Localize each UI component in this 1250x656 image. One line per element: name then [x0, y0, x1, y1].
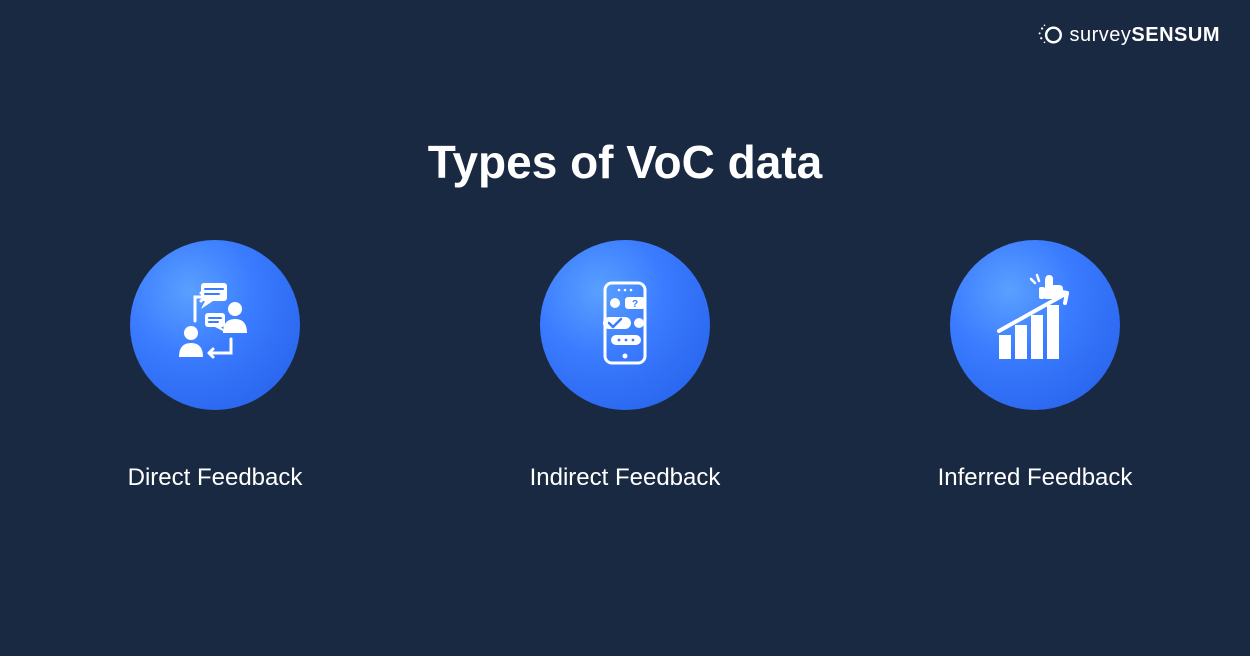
brand-name-light: survey [1070, 24, 1132, 46]
svg-text:?: ? [632, 299, 638, 310]
brand-logo: surveySENSUM [1038, 22, 1220, 48]
two-people-chat-icon [165, 273, 265, 378]
card-label: Indirect Feedback [530, 464, 721, 492]
card-inferred-feedback: Inferred Feedback [915, 240, 1155, 492]
logo-mark-icon [1038, 22, 1064, 48]
chart-thumbs-up-icon [985, 273, 1085, 378]
page-title: Types of VoC data [0, 135, 1250, 189]
card-indirect-feedback: ? Indirect Feedback [505, 240, 745, 492]
card-direct-feedback: Direct Feedback [95, 240, 335, 492]
card-label: Inferred Feedback [938, 464, 1133, 492]
phone-messages-icon: ? [575, 273, 675, 378]
brand-name: surveySENSUM [1070, 24, 1220, 47]
cards-row: Direct Feedback ? [0, 240, 1250, 492]
card-circle [950, 240, 1120, 410]
brand-name-bold: SENSUM [1131, 24, 1220, 46]
card-label: Direct Feedback [128, 464, 303, 492]
card-circle [130, 240, 300, 410]
card-circle: ? [540, 240, 710, 410]
